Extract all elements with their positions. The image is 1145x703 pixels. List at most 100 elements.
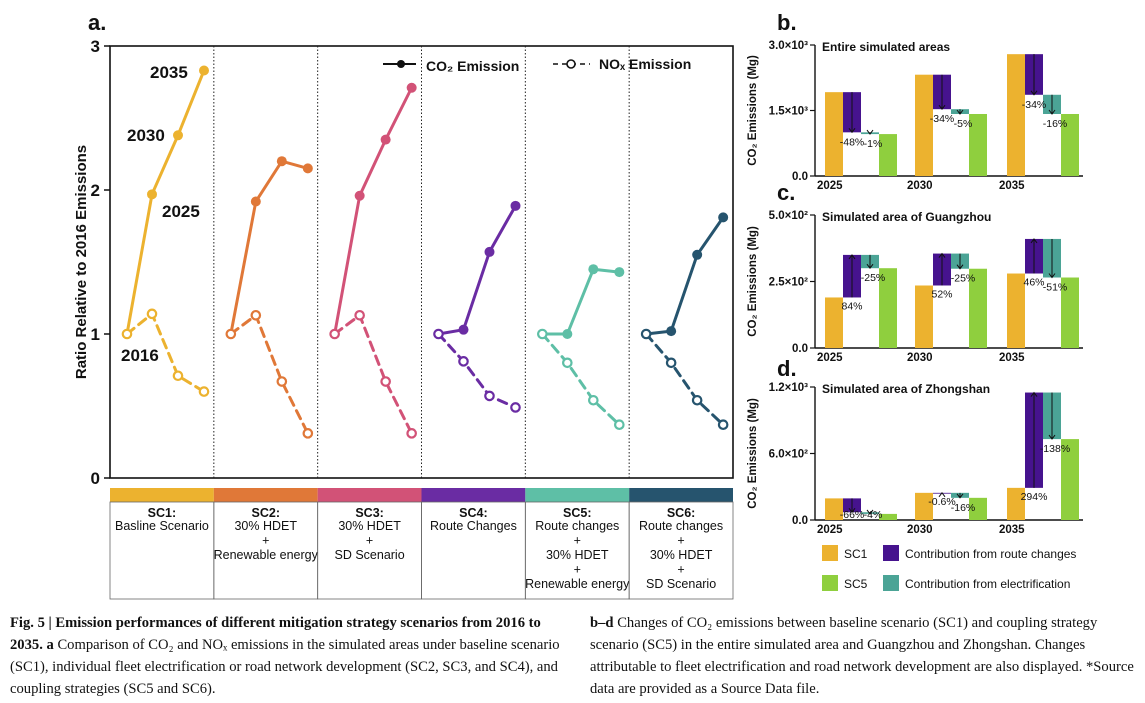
panel-a: a. 0 1 2 3 Ratio Relative to 2016 Emissions 20… — [73, 10, 734, 600]
co2-line — [540, 267, 621, 336]
nox-line — [644, 332, 725, 427]
nox-point — [121, 328, 133, 340]
scenario-code: SC4: — [459, 506, 487, 520]
scenario-desc-line: 30% HDET — [338, 519, 401, 533]
x-tick-label: 2025 — [817, 524, 843, 536]
nox-point — [250, 309, 262, 321]
scenario-code: SC1: — [148, 506, 176, 520]
caption-a-title: Fig. 5 | Emission performances of differ… — [10, 615, 541, 653]
legend-nox-label: NOₓ Emission — [599, 56, 691, 72]
route-change-label: 46% — [1023, 277, 1044, 289]
year-label-2030: 2030 — [127, 126, 165, 145]
co2-point — [406, 82, 417, 93]
electrification-label: -51% — [1043, 282, 1068, 294]
x-tick-label: 2030 — [907, 180, 933, 192]
nox-point — [302, 428, 314, 439]
scenario-color-band — [629, 488, 733, 502]
bar-sc5 — [879, 513, 897, 520]
route-change-arrowhead — [938, 492, 946, 498]
bar-sc1 — [1007, 273, 1025, 348]
caption-a-letter: a — [46, 637, 54, 653]
panel-title: Simulated area of Zhongshan — [822, 382, 990, 396]
scenario-sc5 — [537, 264, 625, 431]
nox-line — [540, 332, 621, 427]
bar-sc5 — [1061, 439, 1079, 520]
electrification-arrowhead — [866, 509, 874, 515]
co2-point — [380, 134, 391, 145]
y-axis-label: Ratio Relative to 2016 Emissions — [73, 145, 90, 379]
bar-sc1 — [825, 92, 843, 176]
legend-nox-marker — [566, 59, 576, 69]
bar-sc1 — [825, 297, 843, 348]
scenario-desc-line: SD Scenario — [334, 548, 404, 562]
co2-point — [458, 324, 469, 335]
nox-point — [562, 357, 573, 369]
nox-point — [146, 308, 158, 320]
co2-point — [354, 190, 365, 201]
panel-a-label: a. — [88, 10, 106, 35]
nox-point — [484, 390, 495, 402]
nox-point — [380, 376, 391, 387]
electrification-label: -25% — [861, 272, 886, 284]
y-tick-label: 0.0 — [792, 343, 808, 355]
co2-point — [250, 196, 261, 207]
y-tick-label: 0 — [91, 469, 100, 488]
bar-sc1 — [915, 285, 933, 348]
panel-c: c. Simulated area of Guangzhou 0.0 2.5×10² 5… — [747, 180, 1083, 364]
y-tick-label: 2 — [91, 181, 100, 200]
scenario-desc-line: 30% HDET — [650, 548, 713, 562]
x-tick-label: 2025 — [817, 352, 843, 364]
co2-line — [229, 159, 310, 336]
electrification-arrowhead — [1048, 434, 1056, 440]
panel-a-legend: CO₂ Emission NOₓ Emission — [383, 56, 691, 74]
scenario-desc-line: Route Changes — [430, 519, 517, 533]
nox-point — [510, 402, 521, 413]
scenario-code: SC2: — [252, 506, 280, 520]
panel-label: b. — [777, 10, 797, 35]
scenario-color-band — [317, 488, 422, 502]
caption-panel-bd: b–d Changes of CO₂ emissions between bas… — [590, 612, 1138, 700]
co2-point — [562, 329, 573, 339]
legend-swatch — [822, 545, 838, 561]
electrification-arrowhead — [956, 264, 964, 270]
scenario-sc1 — [121, 65, 210, 397]
panel-title: Entire simulated areas — [822, 40, 950, 54]
figure-canvas: a. 0 1 2 3 Ratio Relative to 2016 Emissions 20… — [73, 10, 1083, 600]
x-tick-label: 2030 — [907, 524, 933, 536]
co2-point — [302, 163, 313, 174]
panel-title: Simulated area of Guangzhou — [822, 210, 991, 224]
scenario-desc-line: Basline Scenario — [115, 519, 209, 533]
y-tick-label: 1.2×10³ — [769, 382, 808, 394]
co2-line — [644, 215, 725, 336]
x-tick-label: 2035 — [999, 180, 1025, 192]
route-change-arrowhead — [848, 254, 856, 260]
electrification-arrowhead — [866, 263, 874, 270]
scenario-sc4 — [433, 200, 521, 413]
electrification-label: -16% — [951, 502, 976, 514]
scenario-color-band — [525, 488, 630, 502]
scenario-color-band — [213, 488, 318, 502]
electrification-label: -4% — [864, 509, 883, 521]
co2-point — [276, 156, 287, 167]
scenario-cell — [628, 501, 734, 600]
nox-point — [329, 328, 340, 340]
co2-line — [437, 204, 517, 336]
legend-label: SC1 — [844, 547, 868, 561]
co2-point — [147, 189, 157, 200]
caption-bd-text: Changes of CO₂ emissions between baselin… — [590, 615, 1134, 697]
caption-bd-letters: b–d — [590, 615, 614, 631]
bar-sc1 — [1007, 54, 1025, 176]
y-tick-label: 1 — [91, 325, 100, 344]
year-label-2025: 2025 — [162, 202, 200, 221]
co2-point — [692, 249, 703, 260]
legend-swatch — [883, 575, 899, 591]
bar-sc5 — [969, 268, 987, 348]
caption-a-text: Comparison of CO₂ and NOₓ emissions in t… — [10, 637, 560, 697]
route-change-arrowhead — [848, 128, 856, 134]
scenario-desc-line: Route changes — [535, 519, 619, 533]
year-label-2035: 2035 — [150, 63, 188, 82]
co2-line — [125, 68, 206, 336]
route-change-label: 84% — [841, 300, 862, 312]
bar-sc1 — [915, 74, 933, 176]
